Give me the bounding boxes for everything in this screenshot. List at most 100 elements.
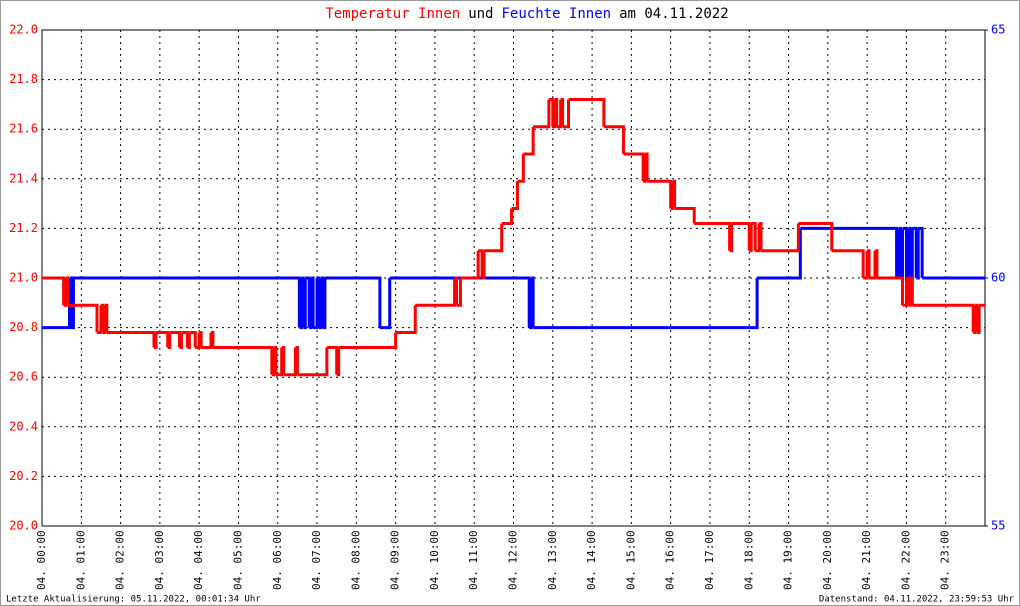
line-step [317, 276, 321, 328]
x-tick-label: 04. 23:00 [939, 530, 952, 590]
line-step [876, 276, 904, 306]
line-step [757, 228, 802, 280]
line-step [106, 331, 156, 348]
line-step [281, 345, 286, 375]
line-step [100, 303, 105, 333]
line-step [908, 226, 912, 278]
x-tick-label: 04. 07:00 [310, 530, 323, 590]
y2-tick-label: 65 [991, 23, 1005, 37]
line-step [295, 345, 299, 375]
x-tick-label: 04. 05:00 [231, 530, 244, 590]
x-tick-label: 04. 09:00 [389, 530, 402, 590]
line-step [751, 221, 757, 251]
x-tick-label: 04. 21:00 [860, 530, 873, 590]
line-step [533, 99, 551, 129]
line-step [755, 223, 761, 253]
title-part: am 04.11.2022 [619, 6, 729, 22]
x-tick-label: 04. 03:00 [153, 530, 166, 590]
line-step [869, 250, 877, 280]
line-step [798, 221, 834, 251]
line-step [523, 126, 535, 156]
footer-left: Letzte Aktualisierung: 05.11.2022, 00:01… [6, 595, 261, 605]
line-step [645, 152, 649, 182]
line-step [155, 331, 170, 348]
line-step [918, 226, 924, 278]
line-step [275, 347, 284, 377]
y-tick-label: 21.8 [9, 72, 38, 86]
line-step [212, 345, 274, 375]
line-step [169, 331, 182, 348]
line-step [863, 250, 869, 280]
footer-right: Datenstand: 04.11.2022, 23:59:53 Uhr [819, 595, 1015, 605]
line-step [299, 278, 303, 330]
line-step [531, 276, 535, 328]
x-tick-label: 04. 11:00 [467, 530, 480, 590]
line-step [759, 221, 763, 251]
line-step [568, 97, 606, 127]
line-step [623, 152, 645, 182]
x-tick-label: 04. 01:00 [74, 530, 87, 590]
line-step [552, 99, 557, 129]
line-step [104, 303, 109, 333]
x-tick-label: 04. 18:00 [742, 530, 755, 590]
line-step [670, 181, 675, 211]
x-tick-label: 04. 16:00 [664, 530, 677, 590]
line-step [460, 250, 480, 280]
line-step [731, 221, 751, 251]
line-step [167, 332, 172, 349]
line-step [533, 278, 759, 330]
line-step [199, 331, 203, 348]
x-tick-label: 04. 19:00 [782, 530, 795, 590]
y2-tick-label: 60 [991, 271, 1005, 285]
line-step [517, 154, 525, 183]
line-step [102, 305, 107, 335]
line-step [320, 276, 325, 328]
line-step [305, 276, 311, 328]
y-tick-label: 20.8 [9, 320, 38, 334]
y-tick-label: 21.6 [9, 122, 38, 136]
line-step [977, 305, 981, 335]
line-step [201, 332, 213, 349]
line-step [179, 332, 183, 349]
line-step [415, 278, 457, 307]
series-line [42, 226, 985, 330]
line-step [297, 347, 329, 377]
y-tick-label: 21.0 [9, 271, 38, 285]
line-step [389, 276, 531, 328]
line-step [319, 278, 323, 330]
line-step [71, 278, 75, 330]
x-tick-label: 04. 17:00 [703, 530, 716, 590]
y-tick-label: 21.4 [9, 171, 38, 185]
line-step [902, 226, 908, 278]
chart-title: Temperatur Innen und Feuchte Innen am 04.11… [325, 6, 728, 22]
line-step [874, 249, 879, 278]
line-step [42, 276, 66, 306]
x-tick-label: 04. 12:00 [507, 530, 520, 590]
line-step [63, 278, 68, 307]
title-part: Temperatur Innen [325, 6, 460, 22]
line-step [303, 278, 307, 330]
line-step [761, 223, 800, 253]
line-step [283, 347, 297, 377]
y2-tick-label: 55 [991, 519, 1005, 533]
y-tick-label: 20.4 [9, 419, 38, 433]
line-step [902, 278, 908, 307]
line-step [562, 99, 571, 129]
line-step [322, 278, 327, 330]
line-step [271, 347, 276, 377]
line-step [643, 154, 647, 183]
line-step [311, 276, 315, 328]
line-step [910, 276, 914, 306]
line-step [831, 249, 865, 278]
line-step [694, 221, 732, 251]
line-step [482, 250, 486, 280]
x-tick-label: 04. 06:00 [271, 530, 284, 590]
line-step [898, 226, 903, 278]
line-step [729, 223, 734, 253]
line-step [672, 179, 677, 209]
line-step [867, 249, 871, 278]
line-step [153, 332, 158, 349]
line-step [973, 305, 977, 335]
line-step [554, 97, 559, 127]
